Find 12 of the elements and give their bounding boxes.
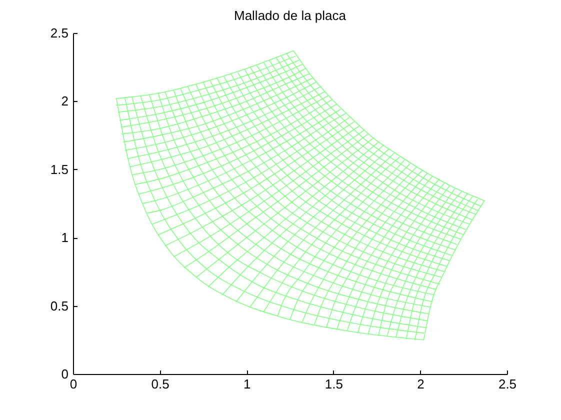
y-tick-label: 2 [61, 94, 68, 109]
chart-title: Mallado de la placa [234, 8, 347, 23]
y-tick-label: 0.5 [50, 298, 68, 314]
y-tick-label: 2.5 [50, 26, 68, 40]
x-tick-label: 1 [243, 376, 251, 392]
x-tick-label: 0.5 [151, 376, 170, 392]
y-tick-label: 0 [61, 366, 68, 382]
x-tick-label: 2 [417, 376, 424, 392]
y-tick-label: 1 [61, 230, 68, 246]
x-tick-label: 2.5 [498, 376, 517, 392]
x-tick-label: 1.5 [324, 376, 343, 392]
y-tick-label: 1.5 [50, 162, 68, 177]
